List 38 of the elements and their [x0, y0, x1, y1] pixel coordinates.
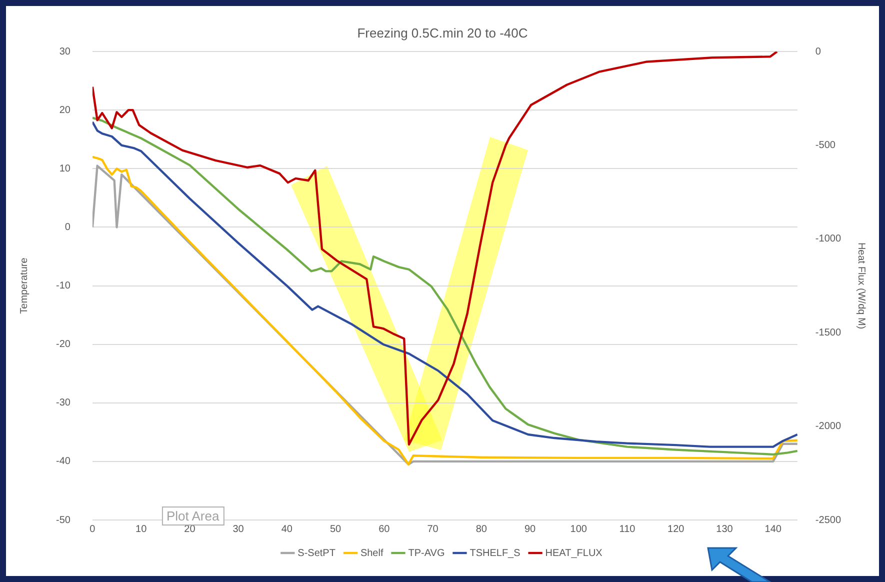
y-tick-label: 20 [59, 104, 71, 116]
y2-tick-label: 0 [815, 46, 822, 58]
y-tick-label: -10 [56, 280, 71, 292]
legend-label: TSHELF_S [470, 548, 521, 559]
x-tick-label: 120 [668, 524, 685, 535]
y-tick-label: -30 [56, 398, 71, 409]
x-tick-label: 50 [330, 524, 342, 535]
x-tick-label: 80 [476, 524, 488, 535]
legend-label: HEAT_FLUX [545, 548, 603, 559]
legend-label: S-SetPT [298, 548, 336, 559]
y-axis-title: Temperature [18, 257, 30, 314]
x-tick-label: 110 [619, 524, 636, 535]
y2-tick-label: -1500 [815, 327, 842, 338]
x-tick-label: 60 [378, 524, 390, 535]
x-tick-label: 130 [716, 524, 734, 535]
x-tick-label: 10 [136, 524, 148, 535]
y-tick-label: 0 [64, 222, 71, 233]
y2-tick-label: -500 [815, 140, 836, 152]
x-tick-label: 70 [427, 524, 439, 535]
chart-title: Freezing 0.5C.min 20 to -40C [357, 25, 528, 40]
x-tick-label: 0 [90, 524, 96, 535]
y-tick-label: 30 [59, 46, 71, 58]
x-tick-label: 30 [232, 524, 244, 535]
legend-label: Shelf [360, 548, 384, 559]
y-tick-label: -50 [56, 514, 71, 526]
annotation: Plot Area [166, 508, 220, 524]
y-tick-label: 10 [59, 163, 71, 174]
legend-label: TP-AVG [408, 548, 445, 559]
y-tick-label: -40 [56, 456, 71, 468]
x-tick-label: 40 [281, 524, 293, 535]
x-tick-label: 100 [570, 524, 588, 535]
y2-axis-title: Heat Flux (W/dq M) [855, 242, 866, 330]
y2-tick-label: -2500 [815, 514, 842, 526]
x-tick-label: 140 [764, 524, 782, 535]
y2-tick-label: -1000 [815, 234, 842, 245]
x-tick-label: 90 [524, 524, 536, 535]
y2-tick-label: -2000 [815, 421, 842, 432]
y-tick-label: -20 [56, 339, 71, 350]
